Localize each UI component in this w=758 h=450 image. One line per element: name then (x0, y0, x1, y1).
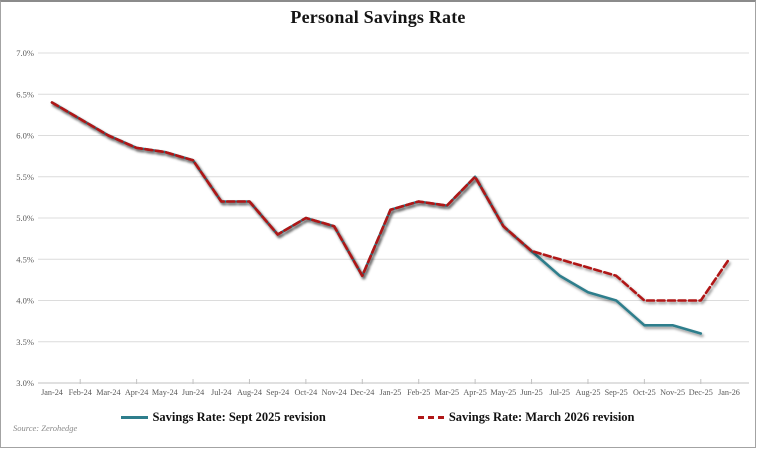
legend-label-sept-2025: Savings Rate: Sept 2025 revision (152, 410, 326, 424)
svg-text:Jun-25: Jun-25 (520, 388, 542, 397)
legend-line-swatch-dashed (417, 416, 445, 419)
chart-title: Personal Savings Rate (290, 7, 466, 27)
svg-text:Sep-25: Sep-25 (605, 388, 628, 397)
svg-text:May-25: May-25 (490, 388, 516, 397)
svg-text:6.0%: 6.0% (16, 131, 34, 141)
svg-text:5.5%: 5.5% (16, 172, 34, 182)
svg-text:3.0%: 3.0% (16, 378, 34, 388)
legend-item-sept-2025: Savings Rate: Sept 2025 revision (121, 410, 326, 425)
svg-text:Jul-24: Jul-24 (211, 388, 231, 397)
source-note: Source: Zerohedge (13, 423, 78, 433)
svg-text:4.0%: 4.0% (16, 296, 34, 306)
gridlines (38, 52, 749, 384)
svg-text:Apr-25: Apr-25 (463, 388, 486, 397)
svg-text:Jul-25: Jul-25 (550, 388, 570, 397)
legend-line-swatch-solid (121, 416, 149, 419)
data-series (50, 101, 731, 335)
svg-text:Mar-24: Mar-24 (96, 388, 120, 397)
svg-text:Oct-25: Oct-25 (633, 388, 656, 397)
svg-text:Jan-25: Jan-25 (380, 388, 402, 397)
y-axis-labels: 7.0% 6.5% 6.0% 5.5% 5.0% 4.5% 4.0% 3.5% 3.0% (16, 48, 34, 388)
series-line-1 (50, 101, 731, 302)
svg-text:Sep-24: Sep-24 (266, 388, 289, 397)
svg-text:Aug-25: Aug-25 (575, 388, 600, 397)
x-axis-labels: Jan-24 Feb-24 Mar-24 Apr-24 May-24 Jun-24 Jul-… (41, 388, 740, 397)
svg-text:Apr-24: Apr-24 (125, 388, 148, 397)
svg-text:Aug-24: Aug-24 (237, 388, 262, 397)
svg-text:Jun-24: Jun-24 (182, 388, 204, 397)
svg-text:Dec-24: Dec-24 (350, 388, 374, 397)
legend-label-march-2026: Savings Rate: March 2026 revision (448, 410, 635, 424)
svg-text:4.5%: 4.5% (16, 254, 34, 264)
svg-text:May-24: May-24 (152, 388, 178, 397)
svg-text:Nov-25: Nov-25 (660, 388, 685, 397)
svg-text:5.0%: 5.0% (16, 213, 34, 223)
svg-text:Jan-24: Jan-24 (41, 388, 63, 397)
svg-text:Nov-24: Nov-24 (322, 388, 347, 397)
legend: Savings Rate: Sept 2025 revision Savings… (1, 410, 755, 425)
svg-text:3.5%: 3.5% (16, 337, 34, 347)
svg-text:Jan-26: Jan-26 (718, 388, 740, 397)
svg-text:Dec-25: Dec-25 (689, 388, 713, 397)
svg-text:Feb-24: Feb-24 (69, 388, 92, 397)
svg-text:7.0%: 7.0% (16, 48, 34, 58)
svg-text:Feb-25: Feb-25 (407, 388, 430, 397)
x-axis-tick-marks (79, 379, 702, 384)
svg-text:6.5%: 6.5% (16, 89, 34, 99)
legend-item-march-2026: Savings Rate: March 2026 revision (417, 410, 635, 425)
svg-text:Mar-25: Mar-25 (435, 388, 459, 397)
svg-text:Oct-24: Oct-24 (295, 388, 318, 397)
